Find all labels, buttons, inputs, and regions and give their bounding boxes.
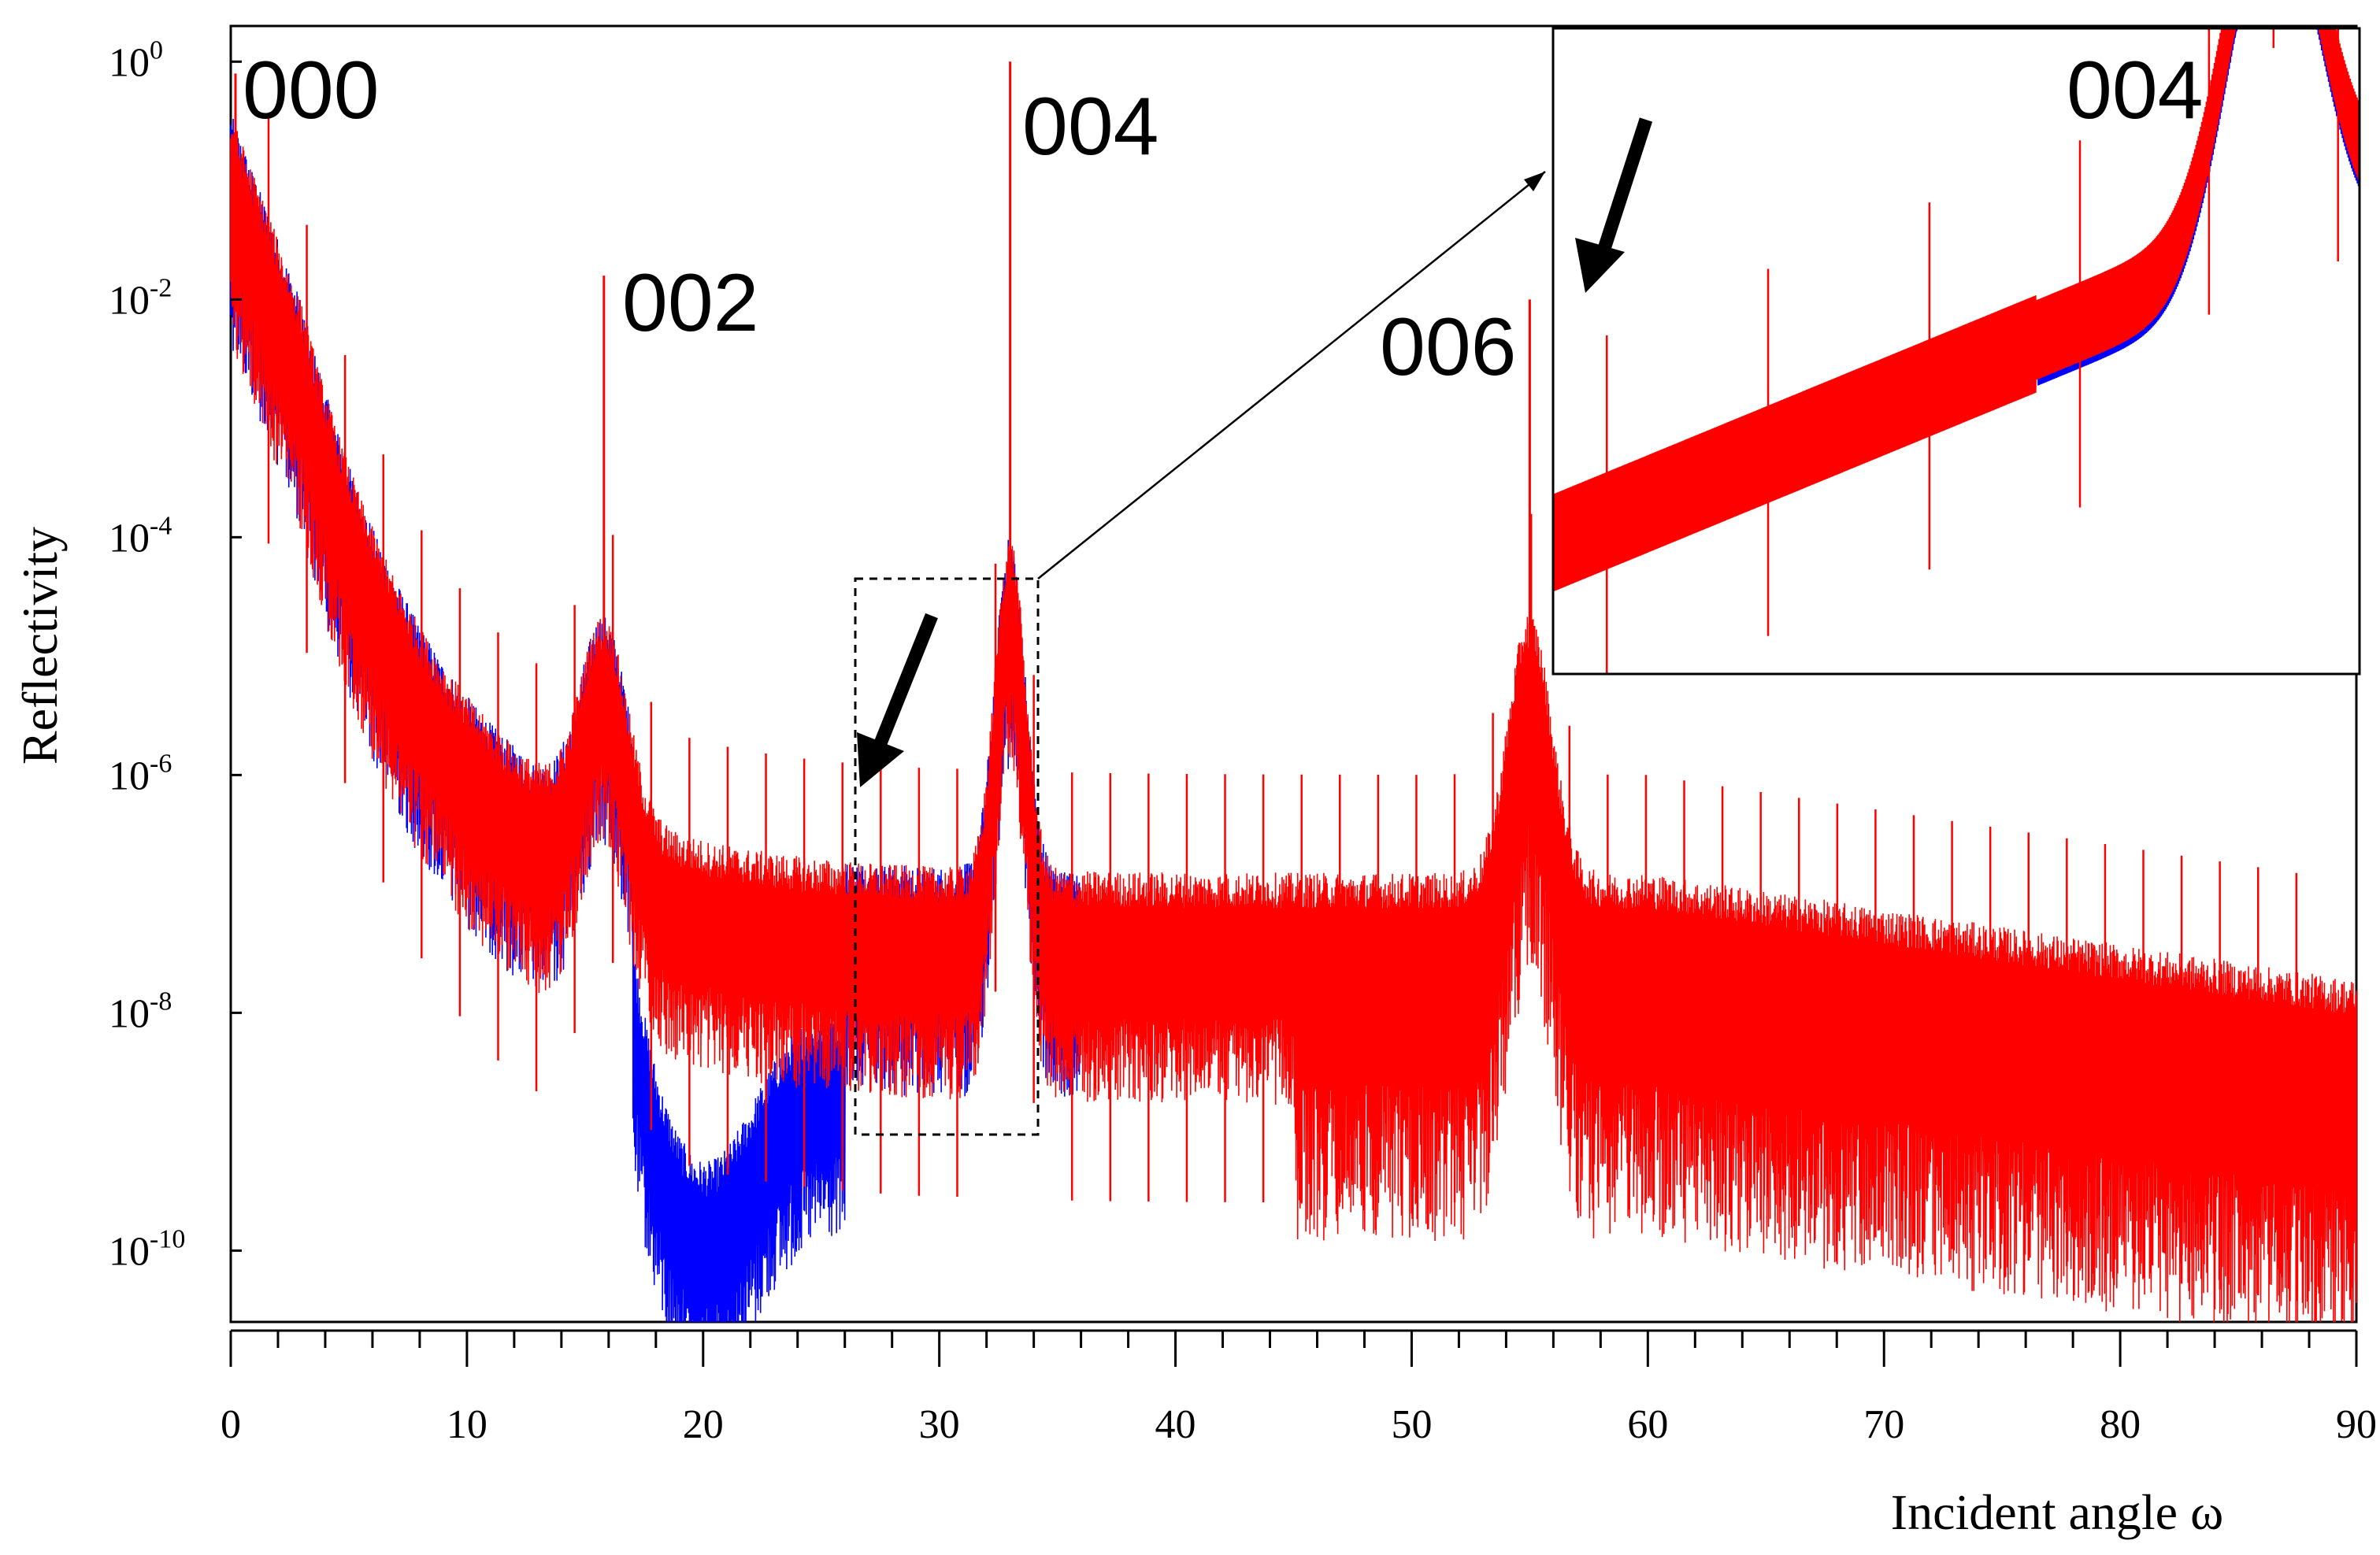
inset-plot: 004	[1551, 27, 2361, 676]
y-tick-label: 10-6	[109, 749, 172, 798]
peak-label-000: 000	[243, 45, 380, 136]
zoom-connector-arrowhead	[1524, 172, 1545, 191]
y-tick-label: 100	[109, 35, 163, 85]
x-tick-label: 10	[447, 1402, 487, 1447]
y-tick-layer: 100 10-2 10-4 10-6 10-8 10-10	[109, 35, 242, 1274]
inset-frame	[1551, 27, 2361, 676]
x-tick-layer: 0 10 20 30 40 50 60 70 80 90	[221, 1329, 2377, 1447]
x-tick-label: 30	[919, 1402, 960, 1447]
y-tick-label: 10-4	[109, 511, 172, 561]
peak-label-002: 002	[622, 257, 759, 349]
inset-series-layer	[1552, 27, 2360, 674]
inset-peak-label-004: 004	[2067, 45, 2204, 136]
x-tick-label: 40	[1155, 1402, 1196, 1447]
x-tick-label: 90	[2336, 1402, 2377, 1447]
peak-label-006: 006	[1380, 302, 1517, 393]
x-tick-label: 60	[1627, 1402, 1668, 1447]
zoom-region-box	[854, 577, 1040, 1136]
x-tick-label: 20	[683, 1402, 724, 1447]
y-axis-title: Reflectivity	[12, 527, 68, 765]
inset-series-red-line	[1552, 28, 2360, 592]
y-tick-label: 10-8	[109, 987, 172, 1036]
x-tick-label: 0	[221, 1402, 241, 1447]
x-tick-label: 50	[1391, 1402, 1432, 1447]
y-tick-label: 10-2	[109, 273, 172, 323]
x-tick-label: 80	[2100, 1402, 2141, 1447]
main-arrow-icon	[857, 613, 938, 787]
zoom-connector-line	[1037, 171, 1546, 579]
series-layer	[230, 61, 2357, 1323]
x-tick-label: 70	[1863, 1402, 1904, 1447]
inset-arrow-icon	[1575, 117, 1653, 293]
peak-label-004: 004	[1022, 81, 1159, 172]
x-axis-title: Incident angle ω	[1891, 1484, 2223, 1540]
y-tick-label: 10-10	[109, 1224, 185, 1274]
series-red-line	[230, 131, 2357, 1323]
